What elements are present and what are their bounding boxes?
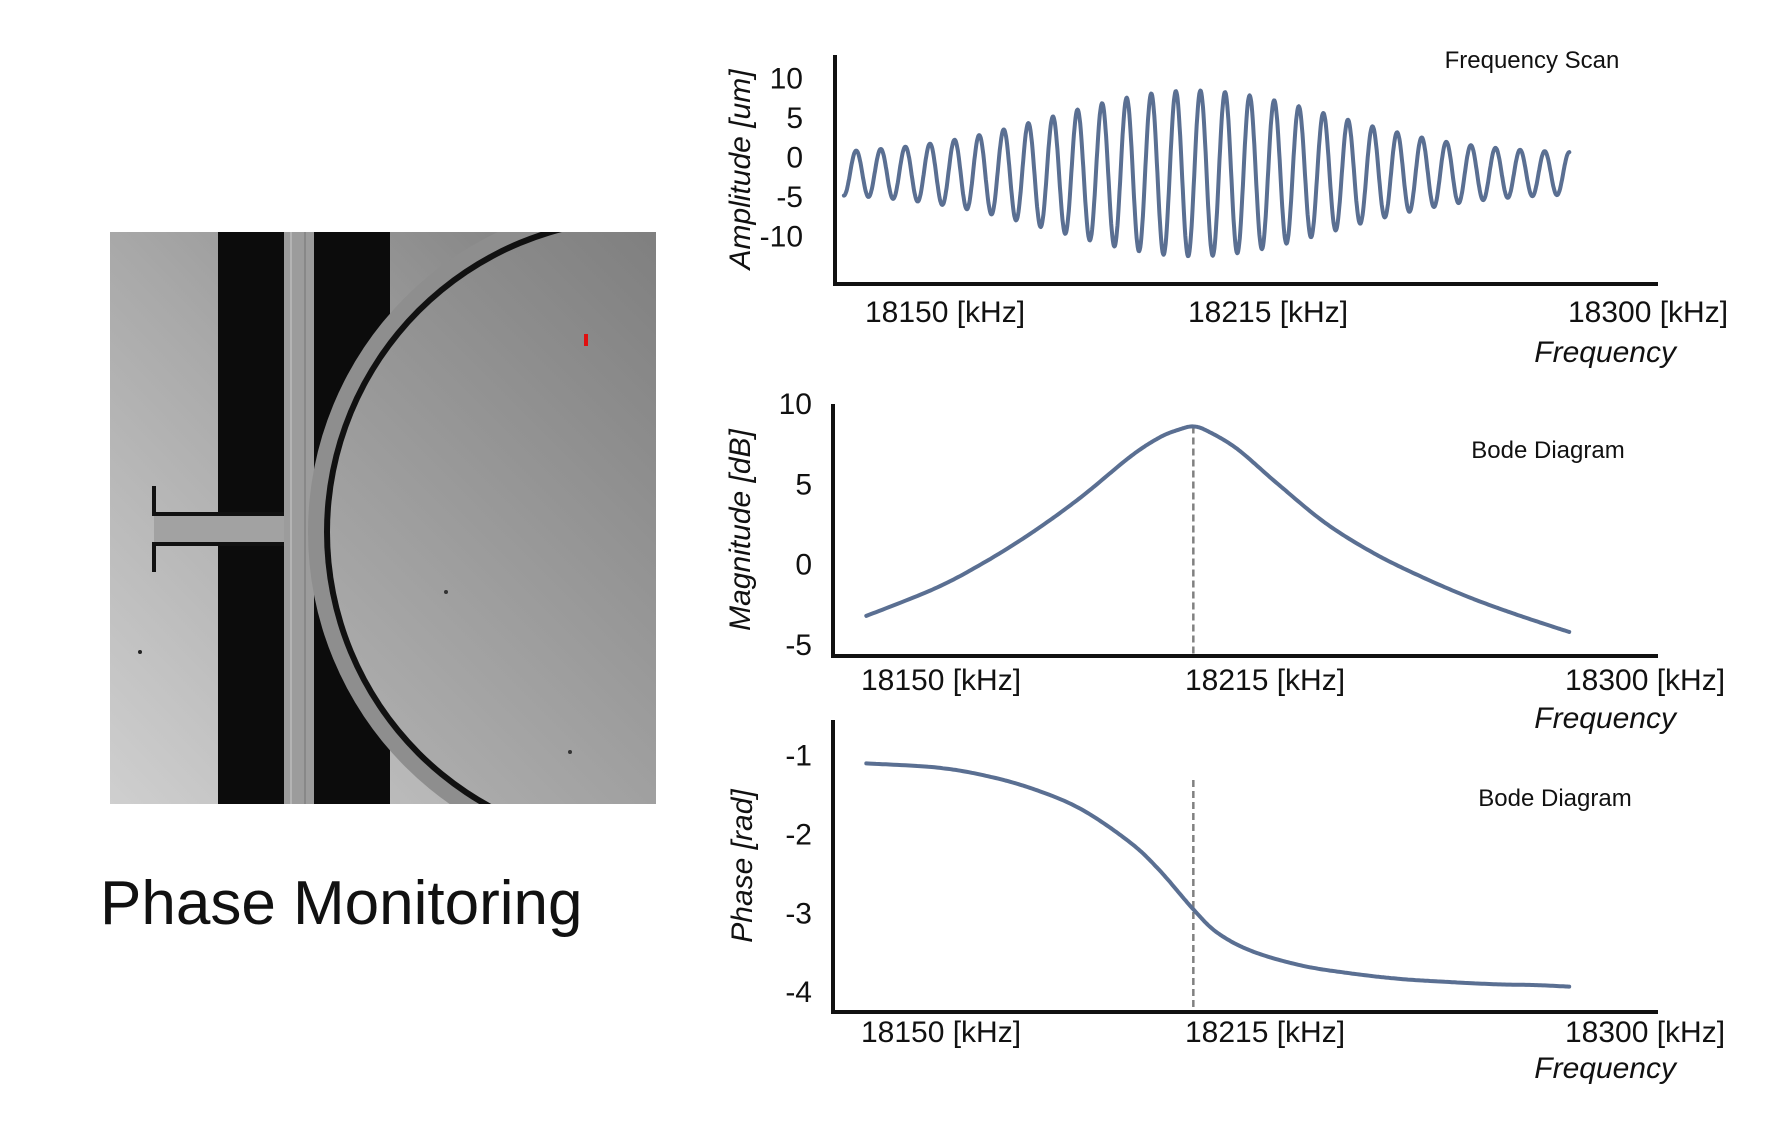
phase-image xyxy=(110,232,656,804)
chart-2: Bode Diagram 10 5 0 -5 Magnitude [dB] 18150 [k… xyxy=(724,388,1725,735)
x-tick-label: 18215 [kHz] xyxy=(1185,1016,1345,1049)
image-caption: Phase Monitoring xyxy=(100,869,583,938)
x-tick-label: 18150 [kHz] xyxy=(861,1016,1021,1049)
disk-resonator xyxy=(330,232,656,804)
y-tick-label: 5 xyxy=(795,468,812,501)
chart-title: Bode Diagram xyxy=(1471,437,1624,464)
x-tick-label: 18150 [kHz] xyxy=(865,296,1025,329)
x-tick-label: 18215 [kHz] xyxy=(1185,664,1345,697)
series-line xyxy=(864,761,1572,989)
anchor-bar xyxy=(154,514,284,544)
y-axis-label: Phase [rad] xyxy=(726,789,759,943)
series-line xyxy=(841,88,1572,259)
y-tick-label: -5 xyxy=(785,629,812,662)
y-axis-label: Amplitude [um] xyxy=(724,69,757,272)
x-tick-label: 18300 [kHz] xyxy=(1565,664,1725,697)
y-axis-label: Magnitude [dB] xyxy=(724,428,757,630)
x-tick-label: 18150 [kHz] xyxy=(861,664,1021,697)
x-tick-label: 18215 [kHz] xyxy=(1188,296,1348,329)
y-tick-label: 0 xyxy=(795,549,812,582)
x-axis-label: Frequency xyxy=(1534,336,1678,369)
y-tick-label: 0 xyxy=(786,142,803,175)
y-tick-label: -5 xyxy=(776,181,803,214)
x-tick-label: 18300 [kHz] xyxy=(1565,1016,1725,1049)
y-tick-label: 10 xyxy=(770,63,803,96)
y-tick-label: -1 xyxy=(785,740,812,773)
series-line xyxy=(864,424,1572,634)
x-axis-label: Frequency xyxy=(1534,1052,1678,1085)
y-tick-label: -4 xyxy=(785,976,812,1009)
chart-title: Frequency Scan xyxy=(1445,47,1620,74)
y-tick-label: -3 xyxy=(785,897,812,930)
anchor-outline xyxy=(152,486,284,572)
x-tick-label: 18300 [kHz] xyxy=(1568,296,1728,329)
y-tick-label: 10 xyxy=(779,388,812,421)
y-tick-label: 5 xyxy=(786,102,803,135)
marker-dot xyxy=(584,334,588,346)
y-tick-label: -2 xyxy=(785,818,812,851)
chart-title: Bode Diagram xyxy=(1478,785,1631,812)
x-axis-label: Frequency xyxy=(1534,702,1678,735)
y-tick-label: -10 xyxy=(760,221,803,254)
chart-3: Bode Diagram -1 -2 -3 -4 Phase [rad] 18150 [kH… xyxy=(726,720,1725,1085)
